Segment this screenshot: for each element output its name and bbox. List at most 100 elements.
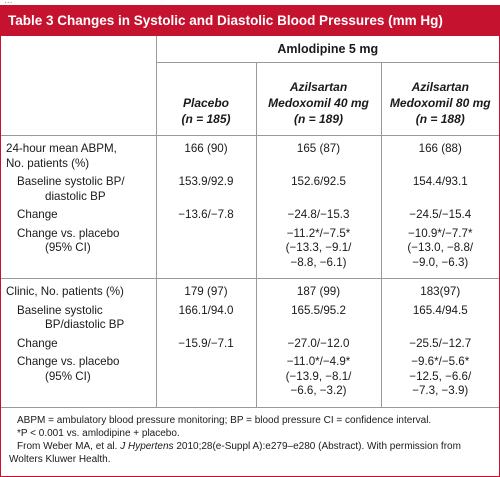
row-label: Change vs. placebo (95% CI)	[1, 351, 156, 408]
table-cell: 179 (97)	[155, 278, 256, 300]
table-title: Table 3 Changes in Systolic and Diastoli…	[1, 5, 499, 36]
column-header-line: (n = 189)	[293, 112, 344, 126]
cell-line: −8.8, −6.1)	[290, 255, 347, 269]
footnote-abbreviations: ABPM = ambulatory blood pressure monitor…	[17, 414, 432, 426]
row-label-line: Change	[17, 336, 58, 350]
table-cell: 187 (99)	[255, 278, 381, 300]
table-cell: 153.9/92.9	[155, 171, 256, 204]
cell-line: −9.0, −6.3)	[412, 255, 469, 269]
row-label-line: Change vs. placebo	[17, 226, 120, 240]
cell-line: −25.5/−12.7	[409, 336, 472, 350]
journal-name: J Hypertens	[120, 440, 174, 452]
footnotes: ABPM = ambulatory blood pressure monitor…	[1, 408, 499, 466]
row-label-line: 24-hour mean ABPM,	[6, 142, 117, 155]
cell-line: −6.6, −3.2)	[290, 384, 347, 397]
cell-line: 179 (97)	[184, 285, 228, 298]
cell-line: 166.1/94.0	[178, 303, 234, 317]
cell-line: 166 (90)	[184, 142, 228, 155]
table-row: Change −15.9/−7.1 −27.0/−12.0 −25.5/−12.7	[1, 332, 499, 352]
row-label-line: Change vs. placebo	[17, 355, 120, 368]
cell-line: −24.8/−15.3	[287, 208, 350, 221]
table-cell: 166 (88)	[380, 135, 499, 171]
column-header-placebo: Placebo (n = 185)	[155, 62, 256, 136]
table-cell: −11.2*/−7.5* (−13.3, −9.1/−8.8, −6.1)	[255, 222, 381, 279]
cell-line: −11.2*/−7.5*	[286, 226, 351, 240]
cell-line: 152.6/92.5	[291, 175, 346, 188]
cell-line: 154.4/93.1	[412, 175, 468, 188]
table-cell: −9.6*/−5.6* −12.5, −6.6/−7.3, −3.9)	[380, 351, 499, 408]
row-label-line: Baseline systolic	[17, 303, 103, 317]
column-header-line: Azilsartan	[411, 80, 469, 94]
table-cell: 166.1/94.0	[155, 299, 256, 333]
cell-line: 165.5/95.2	[291, 303, 346, 317]
cell-line: −13.6/−7.8	[178, 208, 234, 221]
row-label: Clinic, No. patients (%)	[1, 279, 156, 300]
row-label: Baseline systolic BP/diastolic BP	[1, 171, 156, 204]
table-cell: 165.5/95.2	[255, 299, 381, 333]
row-label: Change vs. placebo (95% CI)	[1, 222, 156, 279]
table-cell: 165.4/94.5	[380, 299, 499, 333]
cell-line: −27.0/−12.0	[287, 336, 350, 350]
table-row: 24-hour mean ABPM, No. patients (%) 166 (9…	[1, 135, 499, 172]
cell-line: (−13.9, −8.1/	[285, 369, 352, 383]
row-label: Change	[1, 333, 156, 352]
row-label-line: (95% CI)	[45, 241, 91, 254]
cell-line: 166 (88)	[418, 142, 462, 155]
cell-line: −11.0*/−4.9*	[286, 355, 351, 368]
column-header-line: Medoxomil 80 mg	[389, 96, 491, 110]
cell-line: −10.9*/−7.7*	[408, 226, 473, 240]
table-cell	[155, 351, 256, 408]
footnote-significance: *P < 0.001 vs. amlodipine + placebo.	[17, 427, 180, 439]
table-cell	[155, 222, 256, 279]
table-cell: 165 (87)	[255, 135, 381, 171]
column-header-line: Azilsartan	[289, 80, 348, 94]
row-label-line: Baseline systolic BP/	[17, 175, 125, 188]
table-row: Change vs. placebo (95% CI) −11.0*/−4.9* (−…	[1, 351, 499, 408]
table-cell: −11.0*/−4.9* (−13.9, −8.1/−6.6, −3.2)	[255, 351, 381, 408]
table-cell: −13.6/−7.8	[155, 204, 256, 223]
row-label-line: Change	[17, 208, 58, 221]
header-blank	[1, 36, 156, 63]
cropped-header-text: …	[4, 0, 13, 5]
cell-line: 153.9/92.9	[178, 175, 234, 188]
cell-line: (−13.3, −9.1/	[285, 241, 352, 254]
table-cell: 183(97)	[380, 278, 499, 300]
cell-line: −15.9/−7.1	[178, 336, 234, 350]
row-label-line: (95% CI)	[45, 369, 91, 383]
group-header-amlodipine: Amlodipine 5 mg	[155, 36, 499, 63]
table-cell: −25.5/−12.7	[380, 332, 499, 351]
cell-line: −7.3, −3.9)	[412, 384, 469, 397]
cell-line: 187 (99)	[296, 285, 341, 298]
table-cell: −24.8/−15.3	[255, 204, 381, 223]
footnote-source: From Weber MA, et al. J Hypertens 2010;2…	[9, 440, 461, 465]
row-label: Change	[1, 204, 156, 223]
row-label: 24-hour mean ABPM, No. patients (%)	[1, 136, 156, 172]
row-label-line: Clinic, No. patients (%)	[6, 285, 124, 298]
column-header-line: Medoxomil 40 mg	[268, 96, 369, 110]
table-row: Baseline systolic BP/diastolic BP 166.1/94…	[1, 299, 499, 333]
cell-line: 165 (87)	[296, 142, 341, 155]
table-row: Change −13.6/−7.8 −24.8/−15.3 −24.5/−15.4	[1, 204, 499, 223]
table-frame: Table 3 Changes in Systolic and Diastoli…	[0, 5, 500, 477]
table-cell: −24.5/−15.4	[380, 204, 499, 223]
table-cell: 152.6/92.5	[255, 171, 381, 204]
table-row: Baseline systolic BP/diastolic BP 153.9/9…	[1, 171, 499, 204]
cell-line: 165.4/94.5	[412, 303, 468, 317]
cell-line: −24.5/−15.4	[409, 208, 472, 221]
table-cell: −27.0/−12.0	[255, 332, 381, 351]
table-cell: −10.9*/−7.7* (−13.0, −8.8/−9.0, −6.3)	[380, 222, 499, 279]
row-label-line: No. patients (%)	[6, 156, 90, 170]
table-row: Change vs. placebo (95% CI) −11.2*/−7.5* (−…	[1, 222, 499, 279]
table-body: 24-hour mean ABPM, No. patients (%) 166 (9…	[1, 135, 499, 408]
blood-pressure-table: Amlodipine 5 mg Placebo (n = 185) Azilsa…	[1, 36, 499, 408]
header-blank-2	[1, 62, 156, 136]
cell-line: (−13.0, −8.8/	[407, 241, 474, 254]
cell-line: −12.5, −6.6/	[409, 369, 472, 383]
column-header-line: (n = 185)	[181, 112, 231, 126]
cell-line: −9.6*/−5.6*	[411, 355, 470, 368]
table-cell: 154.4/93.1	[380, 171, 499, 204]
row-label-line: BP/diastolic BP	[45, 318, 125, 331]
column-header-line: Placebo	[182, 96, 230, 110]
row-label-line: diastolic BP	[45, 189, 106, 203]
column-header-line: (n = 188)	[415, 112, 465, 126]
